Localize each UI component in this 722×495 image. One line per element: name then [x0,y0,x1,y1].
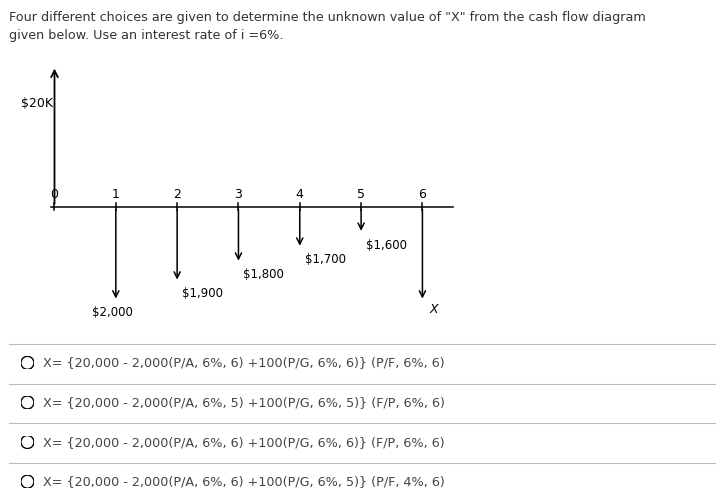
Text: $1,900: $1,900 [182,287,223,300]
Text: $20K: $20K [21,97,53,110]
Text: $1,800: $1,800 [243,268,284,281]
Text: $1,600: $1,600 [366,239,407,251]
Text: 3: 3 [235,188,243,200]
Text: X= {20,000 - 2,000(P/A, 6%, 6) +100(P/G, 6%, 6)} (F/P, 6%, 6): X= {20,000 - 2,000(P/A, 6%, 6) +100(P/G,… [43,436,445,448]
Text: Four different choices are given to determine the unknown value of "X" from the : Four different choices are given to dete… [9,11,646,24]
Text: X= {20,000 - 2,000(P/A, 6%, 6) +100(P/G, 6%, 5)} (P/F, 4%, 6): X= {20,000 - 2,000(P/A, 6%, 6) +100(P/G,… [43,475,445,488]
Text: X= {20,000 - 2,000(P/A, 6%, 5) +100(P/G, 6%, 5)} (F/P, 6%, 6): X= {20,000 - 2,000(P/A, 6%, 5) +100(P/G,… [43,396,445,409]
Text: 5: 5 [357,188,365,200]
Text: 4: 4 [296,188,304,200]
Text: given below. Use an interest rate of i =6%.: given below. Use an interest rate of i =… [9,29,284,42]
Text: X= {20,000 - 2,000(P/A, 6%, 6) +100(P/G, 6%, 6)} (P/F, 6%, 6): X= {20,000 - 2,000(P/A, 6%, 6) +100(P/G,… [43,356,445,369]
Text: 6: 6 [419,188,427,200]
Text: 2: 2 [173,188,181,200]
Text: 0: 0 [51,188,58,200]
Text: 1: 1 [112,188,120,200]
Text: $2,000: $2,000 [92,306,133,319]
Text: X: X [430,303,438,316]
Text: $1,700: $1,700 [305,253,346,266]
